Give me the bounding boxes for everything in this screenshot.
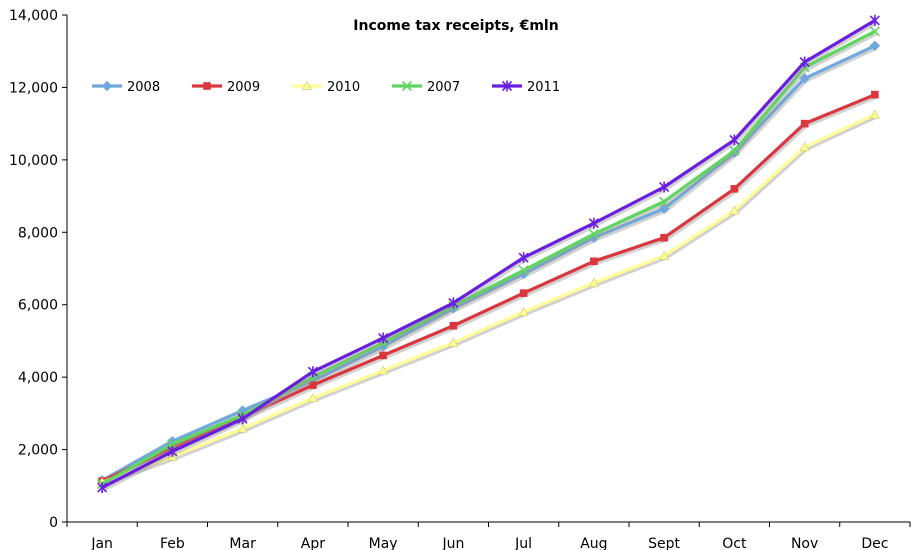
x-tick-label: Mar [229, 536, 256, 550]
chart-legend: 2008 2009 2010 2007 2011 [92, 80, 560, 95]
legend-item-2010: 2010 [292, 80, 360, 95]
legend-label: 2007 [427, 80, 460, 95]
data-point [659, 250, 670, 260]
x-tick-label: May [369, 536, 398, 550]
data-point [307, 393, 318, 403]
x-tick-label: Jan [90, 536, 113, 550]
y-tick-label: 0 [49, 515, 58, 531]
data-point [659, 196, 670, 207]
data-point [378, 332, 389, 344]
series-shadow [102, 20, 878, 492]
legend-item-2009: 2009 [192, 80, 260, 95]
x-tick-label: Sept [648, 536, 680, 550]
data-point [518, 306, 529, 316]
series-shadow [102, 114, 878, 487]
data-point [659, 181, 670, 193]
data-point [448, 337, 459, 347]
y-tick-label: 10,000 [9, 153, 58, 169]
data-point [203, 82, 211, 90]
x-tick-label: Apr [301, 536, 325, 550]
y-tick-label: 12,000 [9, 80, 58, 96]
legend-label: 2010 [327, 80, 360, 95]
legend-item-2007: 2007 [392, 80, 460, 95]
data-point [518, 265, 529, 276]
data-point [519, 289, 528, 297]
data-point [167, 445, 178, 457]
data-point [799, 73, 810, 84]
x-tick-label: Jul [514, 536, 532, 550]
data-point [729, 134, 740, 146]
data-point [101, 80, 113, 92]
data-point [307, 366, 318, 378]
legend-label: 2011 [527, 80, 560, 95]
data-point [237, 423, 248, 433]
data-point [588, 277, 599, 287]
data-point [448, 297, 459, 309]
y-tick-label: 6,000 [18, 298, 58, 314]
data-point [237, 413, 248, 425]
data-point [379, 351, 387, 360]
series-line-2010 [100, 113, 877, 484]
x-tick-label: Aug [580, 536, 607, 550]
data-point [301, 80, 313, 90]
data-point [401, 80, 413, 92]
data-point [730, 185, 739, 193]
legend-item-2008: 2008 [92, 80, 160, 95]
data-point [501, 80, 513, 92]
series-shadow [102, 45, 878, 485]
x-tick-label: Oct [722, 536, 747, 550]
series-layer [96, 14, 881, 494]
legend-item-2011: 2011 [492, 80, 560, 95]
data-point [97, 482, 108, 494]
y-tick-label: 8,000 [18, 225, 58, 241]
series-shadow [102, 31, 878, 488]
data-point [378, 365, 389, 375]
series-2011 [97, 14, 880, 494]
data-point [660, 233, 668, 242]
data-point [449, 321, 458, 330]
data-point [800, 119, 809, 128]
y-tick-label: 14,000 [9, 8, 58, 24]
data-point [799, 142, 810, 152]
data-point [729, 205, 740, 215]
data-point [518, 252, 529, 264]
x-tick-label: Dec [861, 536, 888, 550]
x-tick-label: Jun [441, 536, 464, 550]
series-line-2008 [100, 44, 877, 482]
x-tick-label: Feb [160, 536, 185, 550]
data-point [869, 14, 880, 26]
data-point [588, 217, 599, 229]
y-tick-label: 2,000 [18, 443, 58, 459]
series-line-2009 [100, 93, 877, 483]
data-point [869, 26, 880, 37]
chart-title: Income tax receipts, €mln [353, 18, 558, 34]
legend-label: 2009 [227, 80, 260, 95]
series-2007 [97, 26, 880, 490]
series-2010 [97, 109, 880, 487]
data-point [799, 56, 810, 68]
data-point [588, 229, 599, 240]
data-point [590, 257, 598, 266]
data-point [869, 109, 880, 119]
data-point [658, 203, 670, 214]
data-point [871, 90, 879, 99]
chart-axes: 0 2,000 4,000 6,000 8,000 10,000 12,000 14,000 J… [9, 8, 911, 550]
data-point [309, 381, 317, 389]
series-line-2011 [100, 18, 877, 490]
series-line-2007 [100, 29, 877, 486]
data-point [869, 40, 881, 51]
x-tick-label: Nov [791, 536, 818, 550]
legend-label: 2008 [127, 80, 160, 95]
y-tick-label: 4,000 [18, 370, 58, 386]
data-point [729, 145, 740, 156]
data-point [167, 439, 178, 450]
